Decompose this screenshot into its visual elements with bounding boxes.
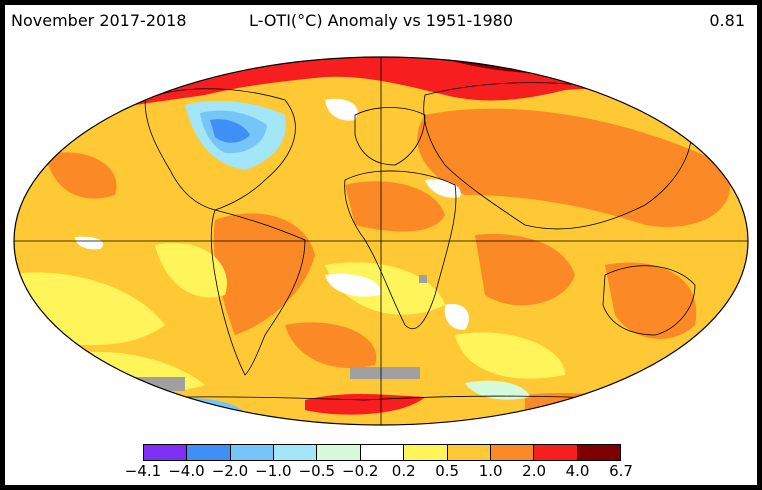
north-africa-warm-region <box>345 181 445 232</box>
south-pacific-cool-patch <box>95 375 125 388</box>
missing-data-patch <box>419 275 427 283</box>
north-america-outline <box>144 88 296 211</box>
antarctic-cool-patch <box>465 380 530 400</box>
color-scale-tick-label: 0.5 <box>435 462 460 480</box>
east-pacific-mild-region <box>155 243 227 298</box>
map-panel: November 2017-2018 L-OTI(°C) Anomaly vs … <box>5 5 757 485</box>
south-america-warm-region <box>213 213 315 335</box>
color-scale-tick-label: −1.0 <box>255 462 292 480</box>
color-scale-bin <box>490 445 535 460</box>
australia-warm-region <box>605 262 697 339</box>
color-scale-bin <box>534 445 578 460</box>
color-scale-tick-label: 2.0 <box>522 462 547 480</box>
color-scale-bin <box>144 445 188 460</box>
southern-ocean-mild-region <box>455 332 565 379</box>
europe-outline <box>354 107 426 166</box>
color-scale-bin <box>187 445 231 460</box>
color-scale-bin <box>577 445 620 460</box>
global-mean-value: 0.81 <box>709 11 745 30</box>
sahara-neutral-patch <box>425 179 461 198</box>
color-scale-bin <box>404 445 448 460</box>
color-scale-tick-label: 4.0 <box>565 462 590 480</box>
color-scale-bar <box>143 444 621 461</box>
color-scale-tick-label: −2.0 <box>211 462 249 480</box>
alaska-extreme-patch <box>95 62 185 87</box>
color-scale-tick-label: −4.1 <box>124 462 162 480</box>
color-scale-bin <box>317 445 361 460</box>
period-title: November 2017-2018 <box>11 11 187 30</box>
temperature-anomaly-map <box>13 56 749 426</box>
equatorial-pacific-neutral-patch <box>75 236 104 250</box>
color-scale-tick-label: 0.2 <box>391 462 416 480</box>
north-atlantic-neutral-patch <box>325 98 358 121</box>
north-pacific-warm-region <box>45 152 117 199</box>
color-scale-ticks: −4.1 −4.0 −2.0 −1.0 −0.5 −0.2 0.2 0.5 1.0 2.0 4.0 6… <box>5 462 757 482</box>
indian-ocean-warm-region <box>475 234 575 306</box>
south-atlantic-warm-region <box>285 322 377 369</box>
color-scale-tick-label: −0.5 <box>298 462 336 480</box>
color-scale-tick-label: −4.0 <box>168 462 205 480</box>
color-scale-bin <box>360 445 405 460</box>
indian-neutral-patch <box>444 304 469 330</box>
missing-data-patch <box>350 367 420 379</box>
asia-warm-region <box>417 108 731 227</box>
color-scale-tick-label: −0.2 <box>342 462 379 480</box>
color-scale-tick-label: 1.0 <box>478 462 503 480</box>
africa-outline <box>344 170 457 330</box>
color-scale-bin <box>274 445 318 460</box>
globe-outline <box>13 56 749 426</box>
north-america-coldest-region <box>210 119 250 143</box>
color-scale-bin <box>447 445 491 460</box>
anomaly-title: L-OTI(°C) Anomaly vs 1951-1980 <box>248 11 514 30</box>
australia-outline <box>602 265 696 336</box>
color-scale-tick-label: 6.7 <box>609 462 633 480</box>
color-scale-bin <box>230 445 275 460</box>
south-america-outline <box>210 209 306 376</box>
atlantic-neutral-patch <box>325 273 381 297</box>
missing-data-patch <box>105 377 185 391</box>
